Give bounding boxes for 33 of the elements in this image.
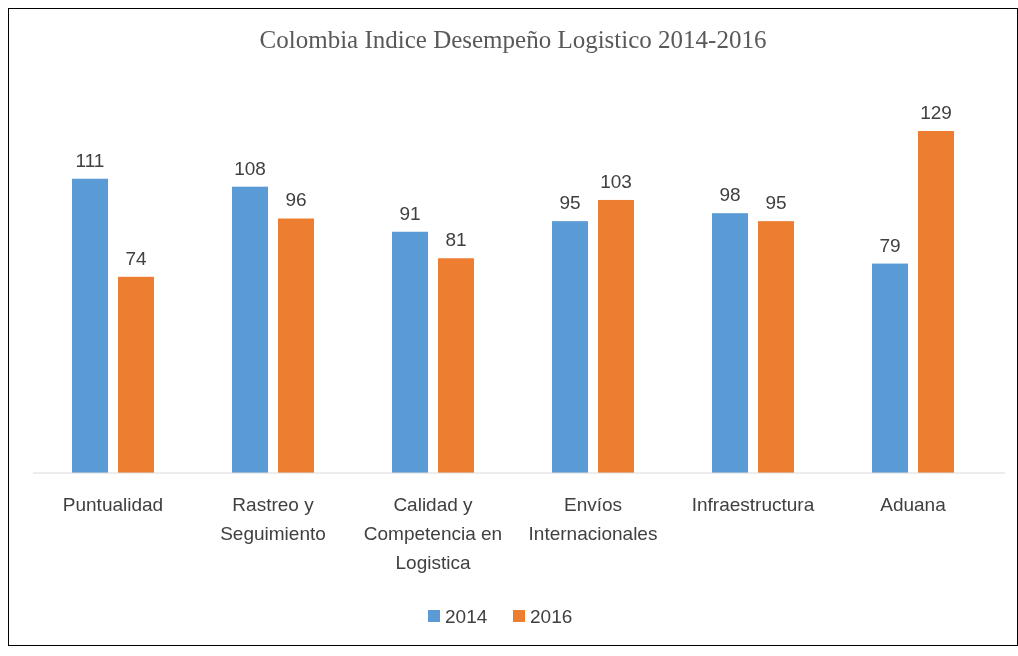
data-label: 91 [399, 202, 421, 224]
bar [712, 213, 748, 473]
chart-title: Colombia Indice Desempeño Logistico 2014-2016 [259, 26, 767, 53]
x-tick-label: Rastreo y Seguimiento [220, 494, 326, 544]
bar [872, 263, 908, 473]
bar [278, 218, 314, 473]
bar [918, 131, 954, 473]
legend-label: 2016 [530, 606, 573, 627]
bar [72, 178, 108, 473]
bar [438, 258, 474, 473]
data-label: 95 [765, 192, 787, 214]
legend-label: 2014 [445, 606, 488, 627]
data-label: 103 [600, 170, 632, 192]
bar [118, 276, 154, 473]
bar [758, 221, 794, 473]
data-label: 108 [234, 157, 266, 179]
data-label: 98 [719, 184, 741, 206]
x-tick-label: Aduana [880, 494, 947, 515]
bar [392, 231, 428, 473]
x-tick-label: Envíos Internacionales [528, 494, 658, 544]
data-label: 111 [75, 149, 105, 171]
data-label: 74 [125, 247, 147, 269]
x-tick-label: Puntualidad [62, 494, 164, 515]
x-tick-label: Calidad y Competencia en Logistica [363, 494, 503, 573]
data-label: 81 [445, 229, 467, 251]
bar [598, 199, 634, 473]
x-tick-label: Infraestructura [691, 494, 815, 515]
data-label: 96 [285, 189, 307, 211]
data-label: 95 [559, 192, 581, 214]
data-label: 79 [879, 234, 901, 256]
bar [552, 221, 588, 473]
bar [232, 186, 268, 473]
data-label: 129 [920, 102, 952, 124]
